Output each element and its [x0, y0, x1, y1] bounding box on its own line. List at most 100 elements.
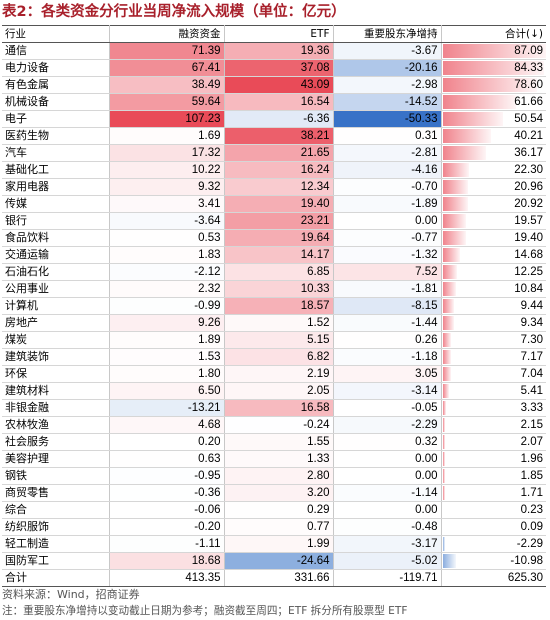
table-row: 纺织服饰 -0.20 0.77 -0.48 0.09	[2, 518, 546, 536]
table-row: 计算机 -0.99 18.57 -8.15 9.44	[2, 297, 546, 315]
cell-etf: 1.52	[224, 314, 334, 332]
total-value: 61.66	[514, 96, 543, 108]
cell-total: -10.98	[441, 552, 546, 570]
total-bar	[442, 384, 449, 398]
cell-shareholder: -1.81	[333, 280, 442, 298]
total-bar	[442, 282, 456, 296]
cell-shareholder: -1.32	[333, 246, 442, 264]
cell-etf: 6.85	[224, 263, 334, 281]
cell-shareholder: 0.00	[333, 501, 442, 519]
cell-etf: 18.57	[224, 297, 334, 315]
cell-shareholder: 7.52	[333, 263, 442, 281]
cell-industry: 有色金属	[2, 76, 110, 94]
cell-industry: 汽车	[2, 144, 110, 162]
table-row: 建筑装饰 1.53 6.82 -1.18 7.17	[2, 348, 546, 366]
cell-margin: 0.20	[109, 433, 225, 451]
total-value: 22.30	[514, 164, 543, 176]
cell-shareholder: -1.44	[333, 314, 442, 332]
cell-total: 10.84	[441, 280, 546, 298]
total-row: 合计 413.35 331.66 -119.71 625.30	[2, 569, 546, 587]
cell-margin: 1.80	[109, 365, 225, 383]
total-value: 20.92	[514, 198, 543, 210]
cell-etf: 0.77	[224, 518, 334, 536]
table-row: 石油石化 -2.12 6.85 7.52 12.25	[2, 263, 546, 281]
total-value: 2.07	[520, 436, 543, 448]
table-row: 国防军工 18.68 -24.64 -5.02 -10.98	[2, 552, 546, 570]
header-row: 行业 融资资金 ETF 重要股东净增持 合计(↓)	[2, 25, 546, 43]
table-row: 钢铁 -0.95 2.80 0.00 1.85	[2, 467, 546, 485]
total-value: 2.15	[520, 419, 543, 431]
cell-industry: 非银金融	[2, 399, 110, 417]
cell-total: 7.30	[441, 331, 546, 349]
fund-flow-table: 行业 融资资金 ETF 重要股东净增持 合计(↓) 通信 71.39 19.36 -3…	[2, 25, 546, 587]
cell-etf: 6.82	[224, 348, 334, 366]
total-value: 0.23	[520, 504, 543, 516]
cell-margin: -0.99	[109, 297, 225, 315]
table-row: 有色金属 38.49 43.09 -2.98 78.60	[2, 76, 546, 94]
total-bar	[442, 316, 454, 330]
cell-total: 61.66	[441, 93, 546, 111]
total-bar	[442, 299, 454, 313]
cell-margin: 9.32	[109, 178, 225, 196]
cell-shareholder: -50.33	[333, 110, 442, 128]
total-bar	[442, 452, 445, 466]
table-row: 美容护理 0.63 1.33 0.00 1.96	[2, 450, 546, 468]
total-value: 9.44	[520, 300, 543, 312]
cell-industry: 石油石化	[2, 263, 110, 281]
cell-total: 20.92	[441, 195, 546, 213]
cell-total: 36.17	[441, 144, 546, 162]
cell-margin: 9.26	[109, 314, 225, 332]
cell-etf: -6.36	[224, 110, 334, 128]
cell-shareholder: 0.32	[333, 433, 442, 451]
cell-margin: 6.50	[109, 382, 225, 400]
cell-etf: 3.20	[224, 484, 334, 502]
total-value: -2.29	[516, 538, 543, 550]
cell-total: 50.54	[441, 110, 546, 128]
table-row: 食品饮料 0.53 19.64 -0.77 19.40	[2, 229, 546, 247]
cell-total: 7.04	[441, 365, 546, 383]
cell-industry: 交通运输	[2, 246, 110, 264]
total-cell-margin: 413.35	[109, 569, 225, 587]
cell-margin: -2.12	[109, 263, 225, 281]
total-bar	[442, 146, 486, 160]
cell-total: 9.34	[441, 314, 546, 332]
cell-industry: 传媒	[2, 195, 110, 213]
cell-industry: 钢铁	[2, 467, 110, 485]
cell-shareholder: 0.31	[333, 127, 442, 145]
table-row: 传媒 3.41 19.40 -1.89 20.92	[2, 195, 546, 213]
total-bar	[442, 180, 468, 194]
cell-margin: 3.41	[109, 195, 225, 213]
cell-industry: 轻工制造	[2, 535, 110, 553]
cell-industry: 通信	[2, 42, 110, 60]
cell-margin: -1.11	[109, 535, 225, 553]
table-row: 建筑材料 6.50 2.05 -3.14 5.41	[2, 382, 546, 400]
cell-total: 0.09	[441, 518, 546, 536]
total-bar	[442, 44, 546, 58]
header-industry: 行业	[2, 25, 110, 43]
cell-etf: 37.08	[224, 59, 334, 77]
total-value: 50.54	[514, 113, 543, 125]
cell-industry: 煤炭	[2, 331, 110, 349]
cell-industry: 电子	[2, 110, 110, 128]
cell-margin: -0.20	[109, 518, 225, 536]
total-cell-industry: 合计	[2, 569, 110, 587]
cell-shareholder: -5.02	[333, 552, 442, 570]
total-value: 20.96	[514, 181, 543, 193]
total-value: 5.41	[520, 385, 543, 397]
table-row: 电力设备 67.41 37.08 -20.16 84.33	[2, 59, 546, 77]
cell-shareholder: -3.67	[333, 42, 442, 60]
cell-etf: 2.19	[224, 365, 334, 383]
total-bar	[442, 554, 456, 568]
cell-total: 19.40	[441, 229, 546, 247]
cell-etf: 14.17	[224, 246, 334, 264]
total-bar	[442, 367, 451, 381]
cell-total: 87.09	[441, 42, 546, 60]
total-value: 1.96	[520, 453, 543, 465]
table-row: 汽车 17.32 21.65 -2.81 36.17	[2, 144, 546, 162]
cell-total: 20.96	[441, 178, 546, 196]
cell-total: 7.17	[441, 348, 546, 366]
cell-etf: 16.54	[224, 93, 334, 111]
table-row: 公用事业 2.32 10.33 -1.81 10.84	[2, 280, 546, 298]
cell-shareholder: -8.15	[333, 297, 442, 315]
cell-shareholder: -4.16	[333, 161, 442, 179]
